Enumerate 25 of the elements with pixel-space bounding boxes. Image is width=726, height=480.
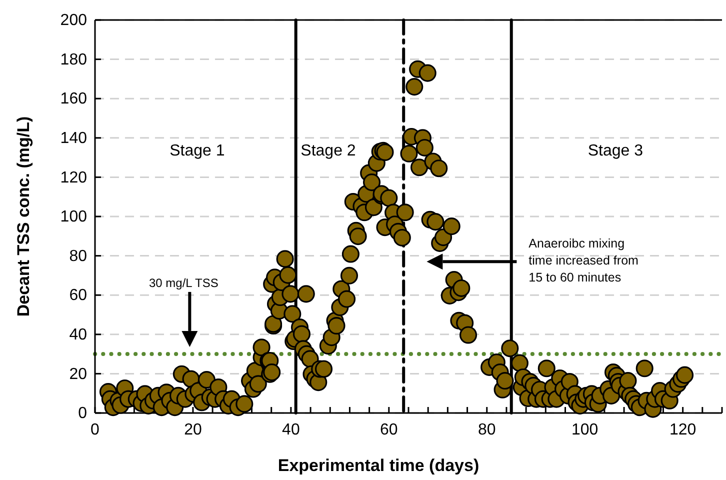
x-tick-label: 80: [478, 421, 496, 438]
annotation: 30 mg/L TSS: [148, 276, 218, 290]
y-tick-label: 140: [60, 130, 88, 148]
y-axis-title: Decant TSS conc. (mg/L): [14, 116, 33, 317]
x-axis-title: Experimental time (days): [278, 456, 480, 475]
y-tick-label: 120: [60, 169, 88, 186]
x-tick-label: 120: [669, 421, 696, 438]
y-tick-label: 200: [60, 12, 88, 30]
y-tick-label: 160: [60, 90, 88, 108]
y-tick-label: 60: [69, 287, 88, 304]
y-tick-label: 80: [69, 248, 88, 265]
annotation: Anaeroibc mixing time increased from 15 to 60 minutes: [528, 236, 638, 285]
x-tick-label: 40: [282, 421, 300, 438]
y-tick-label: 0: [78, 405, 88, 422]
x-tick-label: 0: [90, 421, 100, 438]
x-tick-label: 20: [184, 421, 202, 438]
annotation: Stage 3: [588, 142, 644, 160]
x-tick-label: 100: [571, 421, 598, 438]
y-tick-label: 20: [69, 366, 88, 383]
y-tick-label: 180: [60, 51, 88, 68]
x-tick-label: 60: [380, 421, 398, 438]
y-tick-label: 40: [69, 326, 88, 344]
y-tick-label: 100: [60, 208, 88, 226]
annotation: Stage 1: [170, 142, 225, 160]
annotation: Stage 2: [300, 142, 356, 160]
